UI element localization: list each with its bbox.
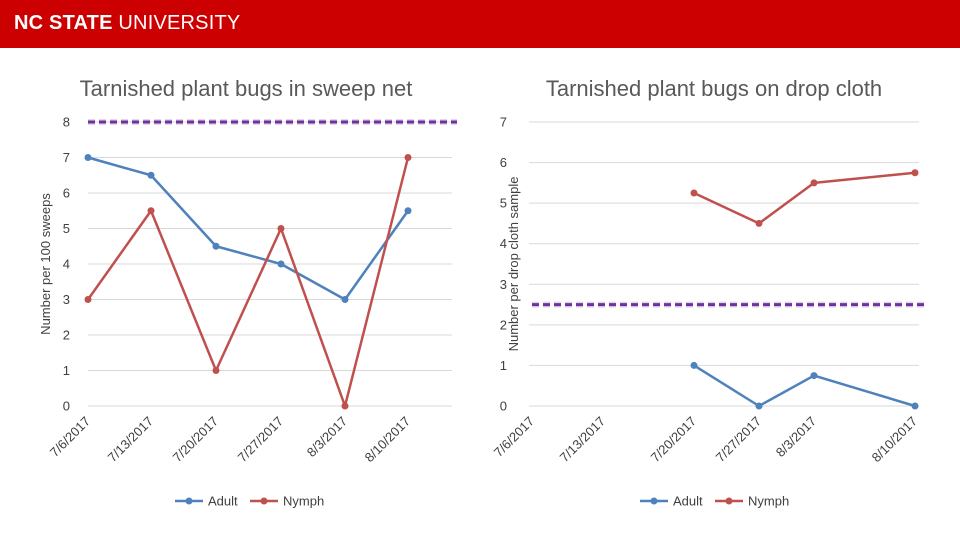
x-tick-label: 8/10/2017 xyxy=(362,414,414,466)
legend-label-nymph: Nymph xyxy=(283,494,324,509)
y-tick-label: 1 xyxy=(500,358,507,373)
y-tick-label: 7 xyxy=(63,150,70,165)
brand-bold-text: NC STATE xyxy=(14,12,113,34)
legend-marker-adult xyxy=(650,497,658,505)
x-tick-label: 8/10/2017 xyxy=(869,414,921,466)
x-tick-label: 7/20/2017 xyxy=(170,414,222,466)
legend-marker-adult xyxy=(185,497,193,505)
x-tick-label: 7/13/2017 xyxy=(557,414,609,466)
data-point-nymph xyxy=(84,296,92,303)
data-point-nymph xyxy=(277,225,285,232)
y-tick-label: 4 xyxy=(63,257,70,272)
data-point-adult xyxy=(404,207,412,215)
legend-marker-nymph xyxy=(260,497,268,505)
data-point-adult xyxy=(277,260,285,268)
data-point-adult xyxy=(810,372,818,380)
y-tick-label: 0 xyxy=(500,399,507,414)
x-tick-label: 7/6/2017 xyxy=(47,414,93,460)
chart-title: Tarnished plant bugs in sweep net xyxy=(80,76,413,101)
y-tick-label: 5 xyxy=(500,196,507,211)
x-tick-label: 8/3/2017 xyxy=(773,414,819,460)
data-point-adult xyxy=(690,361,698,369)
data-point-nymph xyxy=(212,367,220,374)
y-tick-label: 0 xyxy=(63,399,70,414)
header-banner: NC STATE UNIVERSITY xyxy=(0,0,960,48)
data-point-nymph xyxy=(690,189,698,197)
y-tick-label: 2 xyxy=(63,328,70,343)
y-tick-label: 8 xyxy=(63,115,70,130)
legend-marker-nymph xyxy=(725,497,733,505)
series-line-adult xyxy=(87,156,410,301)
legend-label-adult: Adult xyxy=(208,494,238,509)
y-tick-label: 7 xyxy=(500,115,507,130)
y-tick-label: 2 xyxy=(500,317,507,332)
data-point-adult xyxy=(755,402,763,410)
y-tick-label: 6 xyxy=(500,155,507,170)
y-tick-label: 3 xyxy=(500,277,507,292)
y-tick-label: 3 xyxy=(63,292,70,307)
x-tick-label: 8/3/2017 xyxy=(304,414,350,460)
data-point-nymph xyxy=(404,154,412,161)
series-line-nymph xyxy=(86,157,410,408)
y-tick-label: 5 xyxy=(63,221,70,236)
series-line-adult xyxy=(693,364,916,408)
data-point-adult xyxy=(341,296,349,303)
drop-cloth-chart: Tarnished plant bugs on drop cloth 0 1 2 3 4 5… xyxy=(491,76,927,509)
legend-label-nymph: Nymph xyxy=(748,494,789,509)
y-tick-label: 6 xyxy=(63,186,70,201)
university-logo: NC STATE UNIVERSITY xyxy=(14,12,240,35)
legend-label-adult: Adult xyxy=(673,494,703,509)
data-point-adult xyxy=(212,242,220,250)
series-line-nymph xyxy=(693,171,916,225)
data-point-adult xyxy=(147,171,155,179)
sweep-net-chart: Tarnished plant bugs in sweep net 0 1 2 3 4 5 6… xyxy=(38,76,457,509)
x-tick-label: 7/27/2017 xyxy=(713,414,765,466)
x-tick-label: 7/13/2017 xyxy=(105,414,157,466)
data-point-nymph xyxy=(755,219,763,227)
x-tick-label: 7/20/2017 xyxy=(648,414,700,466)
y-tick-label: 4 xyxy=(500,236,507,251)
chart-title: Tarnished plant bugs on drop cloth xyxy=(546,76,882,101)
y-axis-title: Number per drop cloth sample xyxy=(506,177,521,352)
y-tick-label: 1 xyxy=(63,363,70,378)
y-axis-title: Number per 100 sweeps xyxy=(38,193,53,335)
brand-regular-text: UNIVERSITY xyxy=(118,12,241,34)
data-point-nymph xyxy=(341,402,349,410)
data-point-nymph xyxy=(147,207,155,215)
x-tick-label: 7/6/2017 xyxy=(491,414,537,460)
x-tick-label: 7/27/2017 xyxy=(235,414,287,466)
data-point-adult xyxy=(84,154,92,161)
data-point-nymph xyxy=(810,179,818,187)
data-point-adult xyxy=(911,402,919,410)
data-point-nymph xyxy=(911,169,919,177)
